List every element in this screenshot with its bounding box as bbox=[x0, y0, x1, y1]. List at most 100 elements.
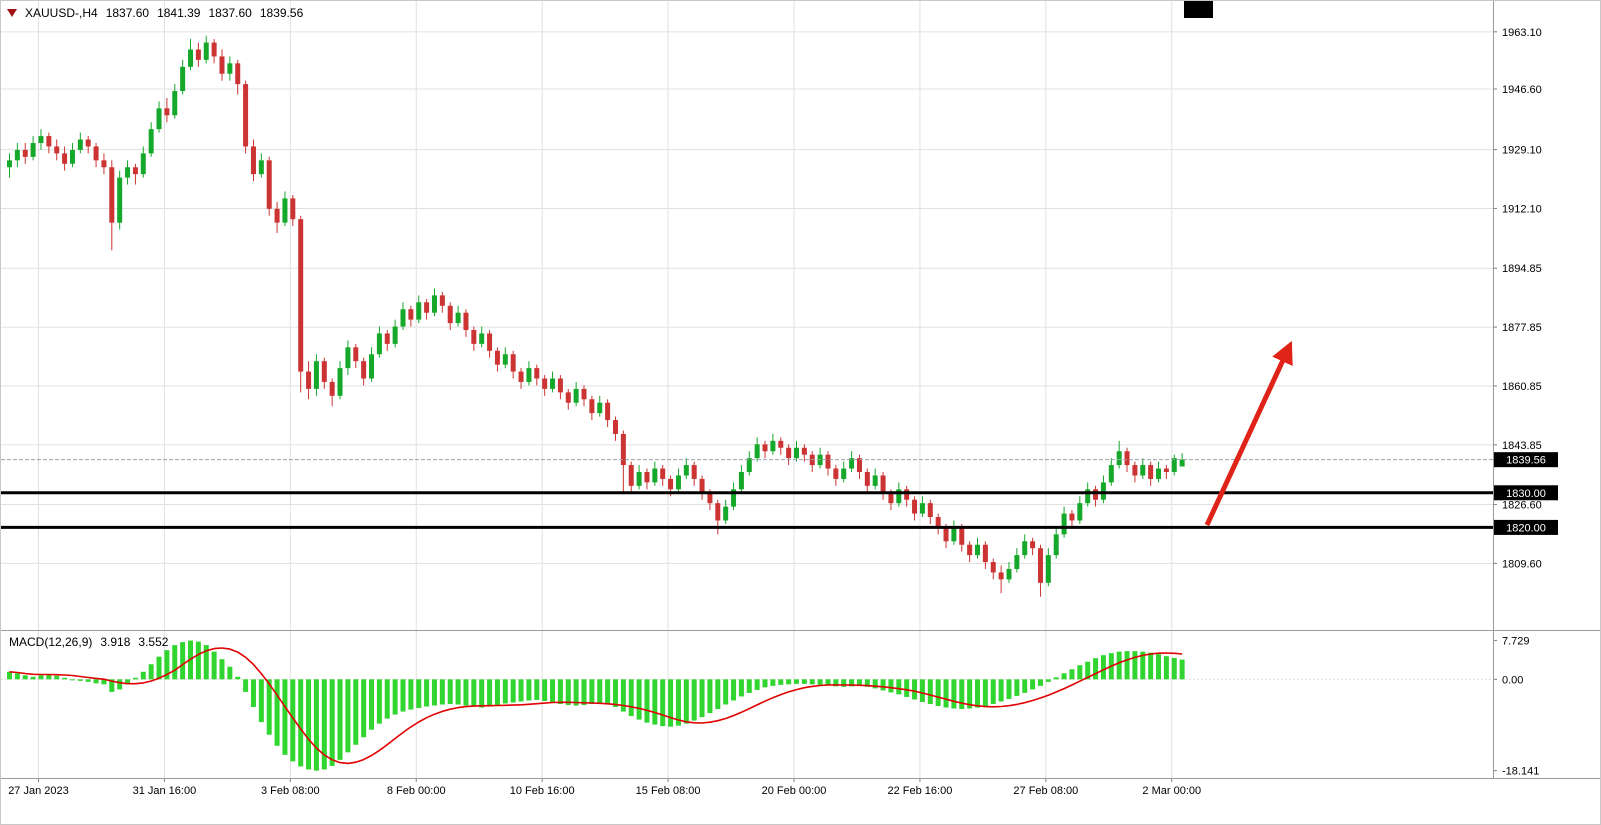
macd-indicator-label: MACD(12,26,9) 3.918 3.552 bbox=[9, 635, 168, 649]
candle-body bbox=[526, 368, 532, 382]
candle-body bbox=[967, 544, 973, 556]
macd-histogram-bar bbox=[833, 679, 839, 687]
macd-histogram-bar bbox=[612, 679, 618, 708]
macd-histogram-bar bbox=[510, 679, 516, 703]
macd-histogram-bar bbox=[306, 679, 312, 770]
macd-histogram-bar bbox=[534, 679, 540, 700]
macd-axis-label: 0.00 bbox=[1502, 674, 1523, 686]
macd-histogram-bar bbox=[195, 641, 201, 680]
macd-histogram-bar bbox=[30, 676, 36, 680]
candle-body bbox=[439, 295, 445, 306]
candle-body bbox=[935, 517, 941, 528]
macd-histogram-bar bbox=[384, 679, 390, 719]
candle-body bbox=[605, 402, 611, 421]
macd-histogram-bar bbox=[243, 679, 249, 692]
candle-body bbox=[1116, 451, 1122, 466]
macd-histogram-bar bbox=[951, 679, 957, 709]
macd-histogram-bar bbox=[14, 673, 20, 680]
macd-histogram-bar bbox=[754, 679, 760, 690]
macd-histogram-bar bbox=[439, 679, 445, 705]
candle-body bbox=[786, 447, 792, 459]
time-axis-label: 10 Feb 16:00 bbox=[510, 785, 575, 797]
candle-body bbox=[321, 361, 327, 382]
macd-histogram-bar bbox=[770, 679, 776, 686]
candle-body bbox=[794, 447, 799, 459]
price-badge-hline-label: 1830.00 bbox=[1506, 488, 1546, 500]
candle-body bbox=[589, 399, 595, 414]
macd-histogram-bar bbox=[959, 679, 965, 710]
macd-histogram-bar bbox=[408, 679, 414, 710]
price-axis-label: 1894.85 bbox=[1502, 263, 1542, 275]
price-axis-label: 1929.10 bbox=[1502, 145, 1542, 157]
candle-body bbox=[880, 475, 886, 493]
macd-histogram-bar bbox=[1085, 661, 1091, 680]
candle-body bbox=[1014, 555, 1020, 569]
time-axis-label: 2 Mar 00:00 bbox=[1142, 785, 1201, 797]
macd-histogram-bar bbox=[274, 679, 280, 746]
candle-body bbox=[982, 544, 988, 563]
candle-body bbox=[38, 136, 44, 143]
macd-histogram-bar bbox=[62, 677, 68, 680]
macd-histogram-bar bbox=[786, 679, 792, 685]
macd-histogram-bar bbox=[683, 679, 689, 724]
macd-histogram-bar bbox=[180, 642, 186, 680]
candle-body bbox=[1100, 482, 1106, 500]
macd-histogram-bar bbox=[447, 679, 453, 704]
candle-body bbox=[416, 302, 422, 320]
candle-body bbox=[62, 153, 68, 164]
macd-histogram-bar bbox=[778, 679, 784, 685]
symbol-marker-icon[interactable] bbox=[7, 9, 17, 17]
candle-body bbox=[290, 198, 296, 220]
candle-body bbox=[140, 153, 146, 175]
macd-histogram-bar bbox=[581, 679, 587, 706]
macd-histogram-bar bbox=[132, 677, 138, 680]
candle-body bbox=[101, 160, 107, 168]
macd-histogram-bar bbox=[675, 679, 681, 726]
candle-body bbox=[266, 160, 272, 209]
candle-body bbox=[479, 333, 485, 344]
trend-arrow-object[interactable] bbox=[1204, 340, 1293, 527]
macd-name: MACD(12,26,9) bbox=[9, 635, 93, 649]
ohlc-low: 1837.60 bbox=[208, 6, 252, 20]
candle-body bbox=[1179, 459, 1185, 467]
macd-histogram-bar bbox=[1100, 655, 1106, 680]
macd-histogram-bar bbox=[290, 679, 296, 762]
candle-body bbox=[1132, 465, 1138, 476]
candle-body bbox=[612, 420, 618, 434]
macd-histogram-bar bbox=[738, 679, 744, 697]
macd-histogram-bar bbox=[1006, 679, 1012, 699]
candle-body bbox=[888, 492, 894, 504]
candle-body bbox=[1124, 451, 1130, 466]
candle-body bbox=[841, 468, 847, 479]
macd-histogram-bar bbox=[298, 679, 304, 767]
macd-histogram-bar bbox=[801, 679, 807, 684]
macd-histogram-bar bbox=[1061, 673, 1067, 680]
macd-histogram-bar bbox=[431, 679, 437, 706]
symbol-timeframe-label: XAUUSD-,H4 bbox=[25, 6, 98, 20]
candle-body bbox=[896, 489, 902, 504]
candle-body bbox=[1069, 513, 1075, 521]
macd-histogram-bar bbox=[975, 679, 981, 708]
macd-histogram-bar bbox=[644, 679, 650, 723]
macd-histogram-bar bbox=[164, 650, 170, 680]
candle-body bbox=[337, 368, 343, 396]
candle-body bbox=[54, 146, 60, 154]
macd-histogram-bar bbox=[912, 679, 918, 700]
price-axis-label: 1912.10 bbox=[1502, 203, 1542, 215]
macd-histogram-bar bbox=[172, 645, 178, 680]
macd-value: 3.918 bbox=[100, 635, 131, 649]
candle-body bbox=[400, 309, 406, 327]
candle-body bbox=[1093, 489, 1099, 500]
macd-histogram-bar bbox=[85, 679, 91, 682]
price-axis-label: 1877.85 bbox=[1502, 322, 1542, 334]
candle-body bbox=[132, 167, 138, 175]
candle-body bbox=[1037, 548, 1043, 583]
price-axis-label: 1809.60 bbox=[1502, 558, 1542, 570]
macd-histogram-bar bbox=[22, 675, 28, 680]
candle-body bbox=[675, 475, 681, 490]
macd-histogram-bar bbox=[731, 679, 737, 701]
candle-body bbox=[636, 472, 642, 486]
candle-body bbox=[550, 378, 556, 389]
